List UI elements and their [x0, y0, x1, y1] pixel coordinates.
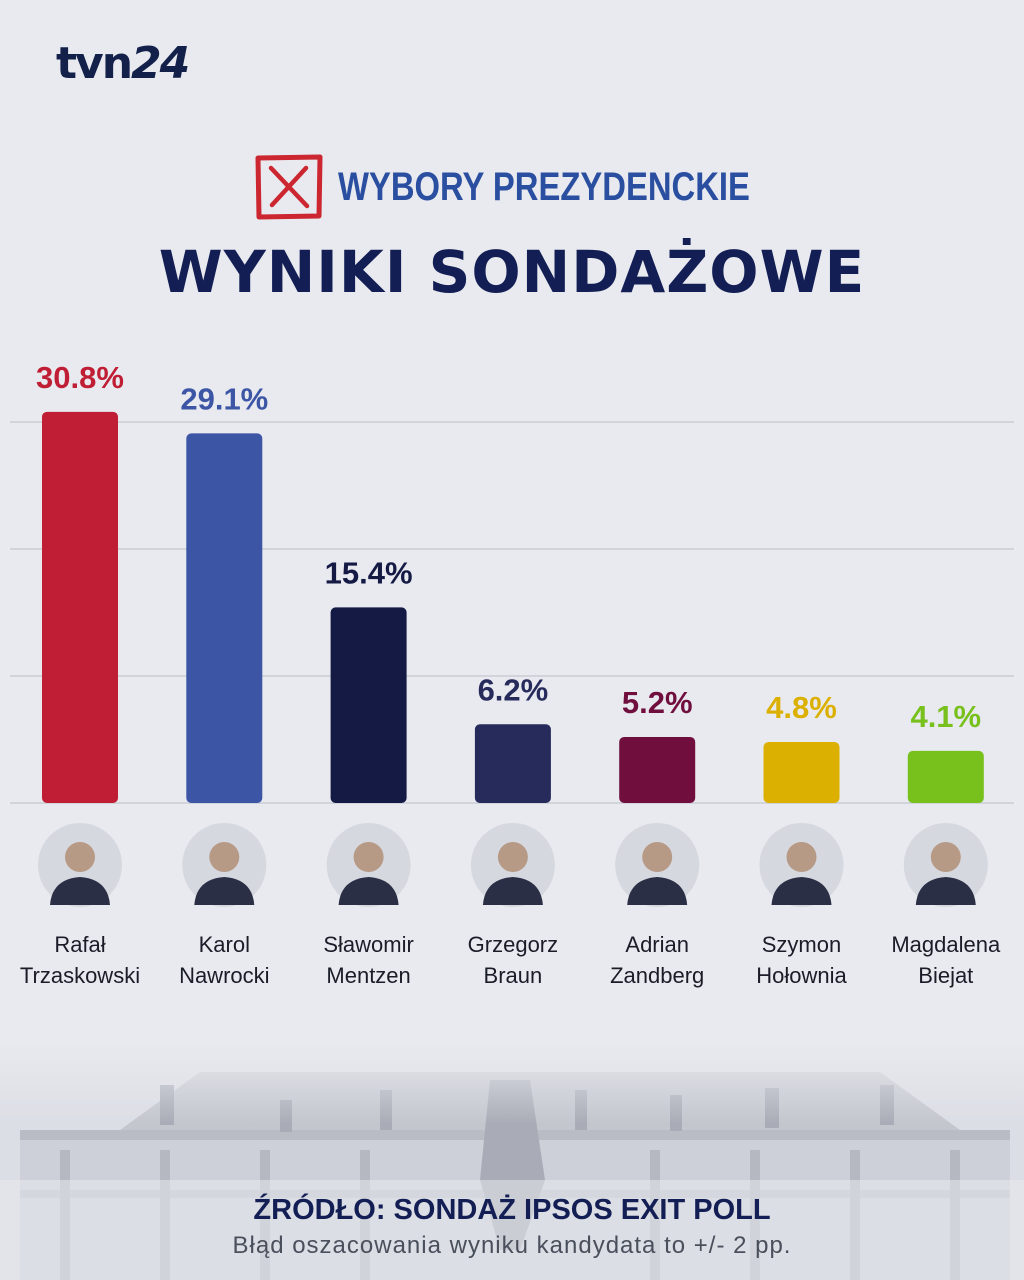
candidate-avatar [182, 823, 267, 907]
candidate-avatar [903, 823, 988, 907]
candidate-first-name: Adrian [625, 932, 689, 957]
bar [619, 736, 696, 803]
ballot-x-icon [255, 154, 323, 220]
candidate-last-name: Zandberg [610, 963, 704, 988]
candidate-first-name: Magdalena [891, 932, 1001, 957]
candidate-avatar [326, 823, 411, 907]
bar-chart: 30.8% 29.1% 15.4% 6.2% 5.2% 4.8% 4.1% Rafał Trz… [10, 360, 1014, 988]
bar [186, 433, 263, 803]
tvn24-logo: tvn24 [56, 38, 190, 89]
candidate-first-name: Szymon [762, 932, 841, 957]
candidate-last-name: Hołownia [756, 963, 847, 988]
value-label: 30.8% [36, 360, 124, 395]
bar [907, 750, 984, 803]
avatars [38, 823, 988, 907]
page-title: WYNIKI SONDAŻOWE [158, 238, 866, 306]
candidate-last-name: Braun [484, 963, 543, 988]
header-row: WYBORY PREZYDENCKIE [0, 150, 1024, 224]
candidate-first-name: Grzegorz [468, 932, 558, 957]
candidate-names: Rafał Trzaskowski Karol Nawrocki Sławomir Men… [20, 932, 1001, 988]
value-labels: 30.8% 29.1% 15.4% 6.2% 5.2% 4.8% 4.1% [36, 360, 981, 734]
value-label: 29.1% [180, 381, 268, 416]
bar [474, 724, 551, 803]
candidate-last-name: Mentzen [326, 963, 410, 988]
candidate-avatar [470, 823, 555, 907]
value-label: 5.2% [622, 685, 693, 720]
bars [42, 411, 984, 803]
bar [42, 411, 118, 803]
source-text: ŹRÓDŁO: SONDAŻ IPSOS EXIT POLL [253, 1194, 771, 1226]
margin-of-error-note: Błąd oszacowania wyniku kandydata to +/-… [232, 1232, 792, 1259]
value-label: 15.4% [325, 555, 413, 590]
candidate-first-name: Karol [199, 932, 250, 957]
bar [330, 607, 407, 803]
value-label: 6.2% [478, 672, 549, 707]
candidate-avatar [759, 823, 844, 907]
candidate-avatar [38, 823, 122, 907]
candidate-last-name: Biejat [918, 963, 973, 988]
kicker: WYBORY PREZYDENCKIE [337, 164, 750, 209]
candidate-first-name: Rafał [54, 932, 105, 957]
value-label: 4.1% [910, 699, 981, 734]
candidate-last-name: Nawrocki [179, 963, 269, 988]
palace-background-image [0, 1040, 1024, 1280]
value-label: 4.8% [766, 690, 837, 725]
candidate-first-name: Sławomir [323, 932, 413, 957]
candidate-avatar [615, 823, 700, 907]
bar [763, 742, 840, 803]
candidate-last-name: Trzaskowski [20, 963, 140, 988]
